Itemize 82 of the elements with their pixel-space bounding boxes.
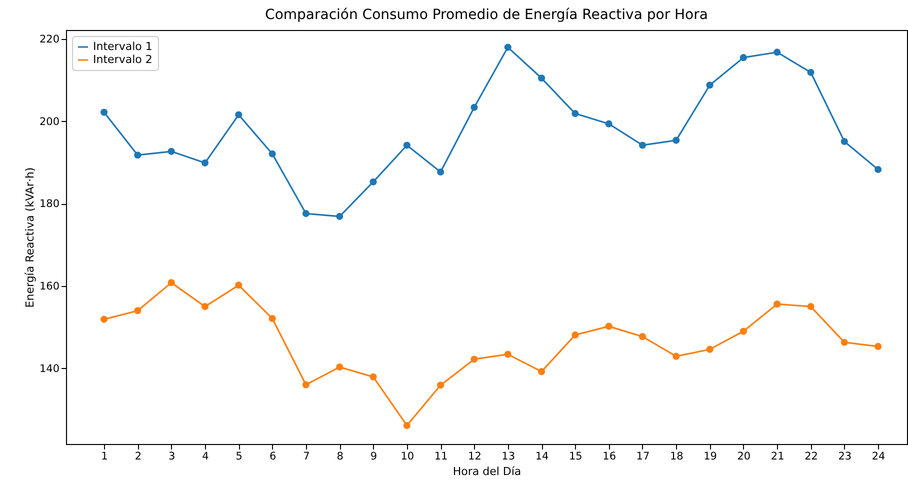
x-tick-label: 8 [336,450,344,462]
y-tick-label: 200 [39,116,60,128]
point [268,314,276,322]
x-tick-label: 3 [168,450,176,462]
point [572,110,579,118]
x-tick-label: 18 [670,450,684,462]
point [235,111,242,118]
point [403,422,410,430]
point [672,136,680,144]
point [706,346,714,353]
x-tick-label: 9 [370,450,378,462]
point [168,279,175,286]
point [538,368,546,376]
point [740,54,747,62]
x-tick-label: 10 [400,450,414,462]
y-tick-label: 160 [39,280,60,292]
point [168,148,175,155]
point [874,166,882,174]
y-tick-label: 180 [39,198,60,210]
point [807,68,814,76]
x-tick-label: 4 [202,450,210,462]
x-tick-label: 12 [468,450,482,462]
point [774,48,781,56]
point [470,104,478,111]
point [268,150,276,158]
legend-label: Intervalo 2 [93,53,152,66]
point [403,142,410,149]
x-tick-label: 16 [602,450,616,462]
x-tick-label: 7 [303,450,310,462]
point [605,120,612,128]
x-tick-label: 17 [636,450,650,462]
point [336,364,344,371]
point [504,350,512,358]
y-tick-label: 220 [39,34,60,46]
x-tick-label: 11 [434,450,448,462]
point [134,152,142,159]
x-tick-label: 15 [568,450,582,462]
point [235,282,242,289]
point [840,138,848,146]
point [874,342,882,350]
point [638,142,646,149]
point [100,316,108,323]
point [706,82,714,89]
point [437,168,444,176]
point [437,382,444,389]
x-tick-label: 13 [502,450,516,462]
point [201,303,209,310]
y-axis-title: Energía Reactiva (kVAr·h) [23,167,36,308]
x-tick-label: 5 [236,450,242,462]
chart-title: Comparación Consumo Promedio de Energía Reactiva por Hora [265,7,708,23]
x-tick-label: 21 [770,450,784,462]
x-tick-label: 22 [804,450,818,462]
point [605,322,612,330]
point [774,300,781,308]
legend-label: Intervalo 1 [93,40,152,53]
x-tick-label: 2 [134,450,142,462]
point [302,381,310,388]
point [740,328,747,335]
x-tick-label: 24 [872,450,886,462]
point [302,210,310,218]
point [336,212,344,220]
point [807,303,814,310]
point [100,108,108,116]
point [672,352,680,360]
point [370,178,377,186]
x-tick-label: 6 [269,450,276,462]
y-tick-label: 140 [39,362,60,375]
x-tick-label: 19 [704,450,717,462]
point [638,333,646,340]
point [538,74,546,82]
x-tick-label: 14 [535,450,550,462]
point [370,373,377,380]
x-tick-label: 20 [737,450,751,462]
point [201,159,209,166]
point [840,338,848,346]
point [470,356,478,363]
point [134,307,142,314]
x-tick-label: 23 [838,450,852,462]
point [572,331,579,338]
x-axis-title: Hora del Día [452,465,522,478]
point [504,44,512,51]
x-tick-label: 1 [101,450,108,462]
